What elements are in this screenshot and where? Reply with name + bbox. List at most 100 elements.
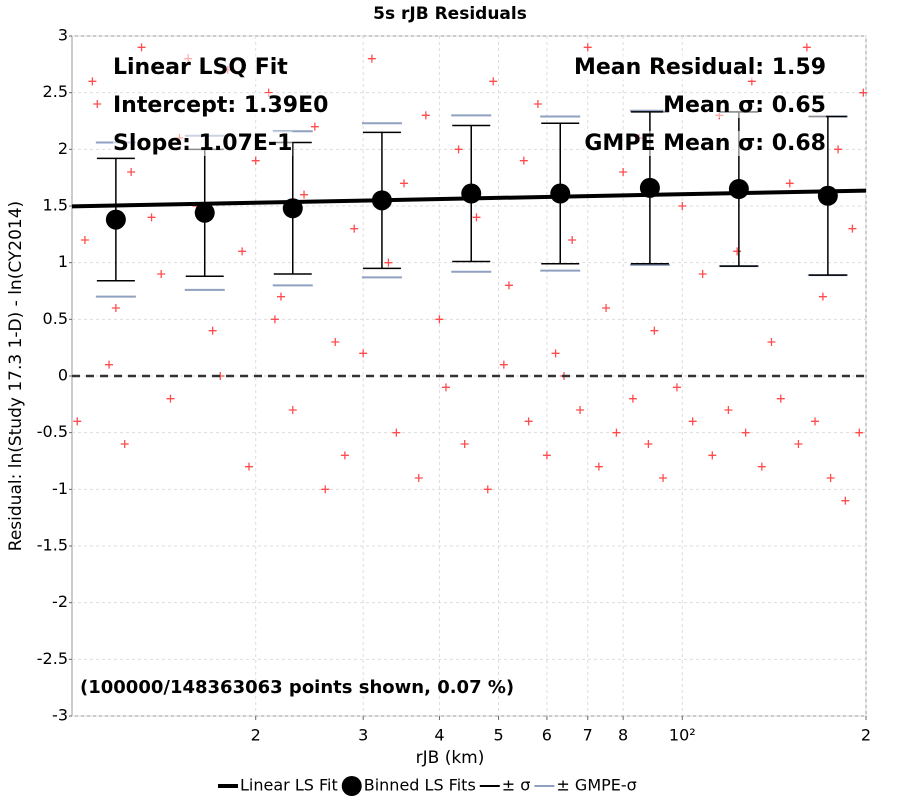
x-tick-label: 3 xyxy=(358,726,368,745)
annotation-bg xyxy=(663,93,826,118)
data-point xyxy=(551,349,560,358)
data-point xyxy=(147,213,156,222)
data-point xyxy=(855,428,864,437)
data-point xyxy=(794,440,803,448)
data-point xyxy=(251,156,260,165)
data-point xyxy=(421,111,430,120)
y-tick-label: 0 xyxy=(58,366,68,385)
binned-point xyxy=(550,183,571,204)
data-point xyxy=(80,236,89,244)
annotation: Intercept: 1.39E0 xyxy=(113,93,328,118)
gmpe-sigma-bar xyxy=(540,115,581,272)
data-point xyxy=(612,428,621,437)
x-tick-label: 8 xyxy=(618,726,628,745)
data-point xyxy=(441,383,450,392)
data-point xyxy=(310,122,319,131)
data-point xyxy=(454,145,463,154)
data-point xyxy=(157,270,166,278)
y-tick-label: -0.5 xyxy=(37,422,68,441)
binned-point xyxy=(105,209,126,230)
data-point xyxy=(127,168,136,176)
data-point xyxy=(568,236,577,244)
data-point xyxy=(288,406,297,414)
data-point xyxy=(460,440,469,448)
binned-point xyxy=(194,202,215,223)
data-point xyxy=(785,179,794,188)
annotation: Slope: 1.07E-1 xyxy=(113,131,292,156)
data-point xyxy=(93,100,102,108)
legend-swatch xyxy=(341,776,362,796)
binned-point xyxy=(817,185,838,206)
data-point xyxy=(818,292,827,301)
y-axis-label: Residual: ln(Study 17.3 1-D) - ln(CY2014… xyxy=(6,201,26,551)
data-point xyxy=(678,202,687,210)
data-point xyxy=(826,474,835,482)
data-point xyxy=(767,338,776,346)
annotation-bg xyxy=(113,131,293,156)
data-point xyxy=(594,462,603,471)
data-point xyxy=(321,485,330,494)
y-tick-label: -2.5 xyxy=(37,649,68,668)
data-point xyxy=(859,88,868,97)
data-point xyxy=(688,417,697,426)
x-tick-label: 2 xyxy=(861,726,871,745)
x-axis-label: rJB (km) xyxy=(416,748,485,768)
data-point xyxy=(533,100,542,108)
binned-point xyxy=(639,177,660,198)
x-tick-label: 10² xyxy=(669,726,696,745)
data-point xyxy=(602,304,611,312)
data-point xyxy=(724,406,733,414)
data-point xyxy=(367,54,376,63)
x-tick-label: 2 xyxy=(251,726,261,745)
data-point xyxy=(672,383,681,392)
data-point xyxy=(111,304,120,312)
data-point xyxy=(166,394,175,403)
y-tick-label: -2 xyxy=(52,592,68,611)
legend-label: Linear LS Fit xyxy=(240,776,338,795)
annotation: Mean Residual: 1.59 xyxy=(574,55,826,80)
data-point xyxy=(245,462,254,471)
annotation: GMPE Mean σ: 0.68 xyxy=(584,131,826,156)
x-tick-label: 6 xyxy=(542,726,552,745)
annotation: Linear LSQ Fit xyxy=(113,55,288,80)
binned-point xyxy=(461,183,482,204)
data-point xyxy=(340,451,349,460)
legend-label: Binned LS Fits xyxy=(364,776,476,795)
data-point xyxy=(73,417,82,426)
gmpe-sigma-bar xyxy=(451,114,492,273)
data-point xyxy=(802,43,811,52)
y-tick-label: 2.5 xyxy=(43,82,68,101)
data-point xyxy=(504,281,513,290)
annotation-bg xyxy=(113,93,329,118)
x-tick-label: 5 xyxy=(493,726,503,745)
annotation-bg xyxy=(113,55,289,80)
data-point xyxy=(659,474,668,482)
legend-label: ± GMPE-σ xyxy=(556,776,636,795)
y-tick-label: -1 xyxy=(52,479,68,498)
data-point xyxy=(435,315,444,324)
data-point xyxy=(120,440,129,448)
data-point xyxy=(841,496,850,505)
x-tick-label: 7 xyxy=(583,726,593,745)
data-point xyxy=(359,349,368,358)
data-point xyxy=(644,440,653,448)
data-point xyxy=(576,406,585,414)
data-point xyxy=(137,43,146,52)
data-point xyxy=(583,43,592,52)
annotation: (100000/148363063 points shown, 0.07 %) xyxy=(80,677,514,698)
data-point xyxy=(524,417,533,426)
data-point xyxy=(414,474,423,482)
gmpe-sigma-bar xyxy=(361,122,402,279)
data-point xyxy=(300,190,309,199)
data-point xyxy=(519,156,528,165)
binned-point xyxy=(728,179,749,199)
data-point xyxy=(400,179,409,188)
data-point xyxy=(708,451,717,460)
legend-label: ± σ xyxy=(502,776,531,795)
data-point xyxy=(542,451,551,460)
annotation-bg xyxy=(573,55,826,80)
y-tick-label: 1.5 xyxy=(43,196,68,215)
data-point xyxy=(489,77,498,86)
binned-point xyxy=(282,198,303,219)
